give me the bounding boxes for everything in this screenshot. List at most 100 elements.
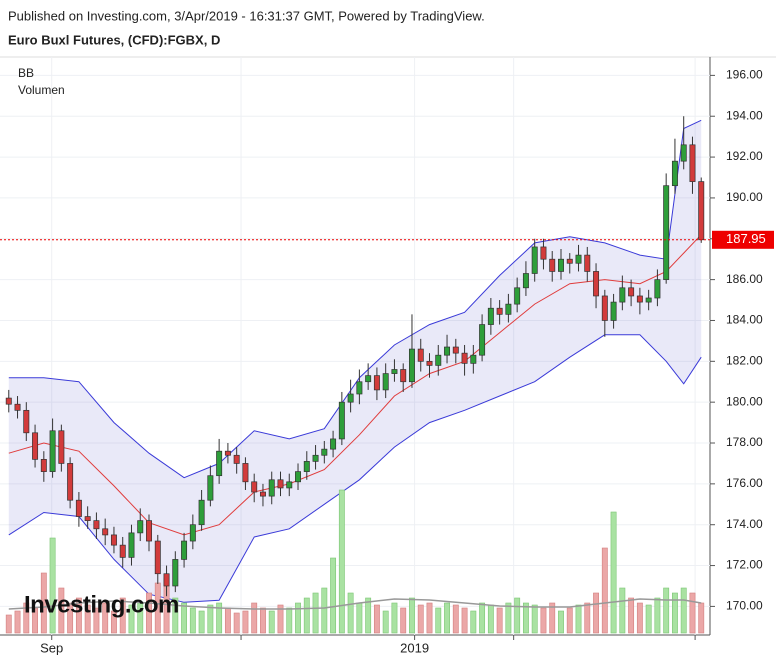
volume-bar <box>277 604 284 634</box>
volume-bar <box>268 610 275 634</box>
candle-body <box>689 144 696 182</box>
volume-bar <box>505 602 512 634</box>
volume-bar <box>610 511 617 634</box>
volume-bar <box>584 602 591 634</box>
y-tick-label: 196.00 <box>726 68 763 82</box>
volume-bar <box>102 602 109 634</box>
volume-bar <box>461 607 468 634</box>
volume-bar <box>295 602 301 634</box>
candle-body <box>216 450 223 477</box>
volume-bar <box>645 604 652 634</box>
candle-body <box>601 295 608 321</box>
candle-body <box>426 360 433 366</box>
candle-body <box>23 409 30 434</box>
candle-body <box>49 430 56 472</box>
candle-body <box>645 297 652 303</box>
y-tick-label: 170.00 <box>726 599 763 613</box>
candle-body <box>391 369 398 374</box>
volume-bar <box>172 597 179 634</box>
candle-body <box>628 287 635 297</box>
candle-body <box>40 459 47 472</box>
volume-bar <box>672 592 678 634</box>
candle-body <box>347 393 354 403</box>
volume-bar <box>365 597 372 634</box>
volume-bar <box>58 587 65 634</box>
candle-body <box>172 559 179 587</box>
volume-bar <box>67 602 74 634</box>
candle-body <box>470 354 477 364</box>
candle-body <box>531 246 538 274</box>
candle-body <box>400 369 407 383</box>
volume-bar <box>75 597 82 634</box>
volume-ma <box>8 598 702 610</box>
candle-body <box>663 185 670 280</box>
candle-body <box>417 348 424 362</box>
volume-bar <box>286 607 293 634</box>
volume-bar <box>522 602 529 634</box>
volume-bar <box>260 607 266 634</box>
volume-bar <box>593 592 599 634</box>
volume-bar <box>558 610 564 634</box>
volume-bar <box>347 592 354 634</box>
candle-body <box>268 479 275 497</box>
legend-volume: Volumen <box>18 83 65 97</box>
candle-body <box>67 463 74 501</box>
candle-body <box>198 499 205 526</box>
volume-bar <box>189 607 196 634</box>
volume-bar <box>14 610 21 634</box>
candle-body <box>75 499 82 517</box>
y-tick-label: 180.00 <box>726 394 763 408</box>
volume-bar <box>628 597 635 634</box>
candle-body <box>295 471 302 483</box>
candle-body <box>259 491 266 497</box>
candle-body <box>408 348 415 383</box>
volume-bar <box>128 604 135 634</box>
legend-bb: BB <box>18 66 34 80</box>
volume-bar <box>689 592 696 634</box>
y-tick-label: 184.00 <box>726 313 763 327</box>
volume-bar <box>321 587 328 634</box>
candle-body <box>698 181 705 241</box>
candle-body <box>286 481 293 489</box>
candle-body <box>540 246 547 260</box>
published-note: Published on Investing.com, 3/Apr/2019 -… <box>8 8 485 23</box>
volume-bar <box>111 610 117 634</box>
candle-body <box>207 475 214 501</box>
volume-bar <box>426 602 433 634</box>
candle-body <box>593 271 600 297</box>
y-tick-label: 192.00 <box>726 149 763 163</box>
candle-body <box>321 448 328 456</box>
volume-bar <box>312 592 319 634</box>
volume-bar <box>470 610 477 634</box>
candle-body <box>128 532 135 558</box>
candle-body <box>444 346 451 356</box>
candle-body <box>566 258 573 264</box>
candle-body <box>338 401 345 440</box>
candle-body <box>110 534 117 546</box>
candle-body <box>382 373 389 391</box>
volume-bar <box>680 587 687 634</box>
volume-bar <box>409 597 415 634</box>
candle-body <box>496 307 503 315</box>
volume-bar <box>119 597 126 634</box>
volume-bar <box>698 602 705 634</box>
volume-bar <box>435 607 442 634</box>
candle-body <box>558 258 564 272</box>
bb-lower <box>8 334 702 603</box>
volume-bar <box>93 607 100 634</box>
candle-body <box>224 450 231 456</box>
x-tick-label: Sep <box>40 640 63 655</box>
candle-body <box>575 254 582 264</box>
bb-upper <box>8 119 702 479</box>
volume-bar <box>49 537 56 634</box>
volume-bar <box>549 602 556 634</box>
candle-body <box>522 273 529 289</box>
volume-bar <box>382 610 389 634</box>
y-tick-label: 176.00 <box>726 476 763 490</box>
candle-body <box>479 324 486 356</box>
candle-body <box>154 540 161 575</box>
candle-body <box>636 295 643 303</box>
candle-body <box>251 481 258 493</box>
volume-bar <box>391 602 398 634</box>
